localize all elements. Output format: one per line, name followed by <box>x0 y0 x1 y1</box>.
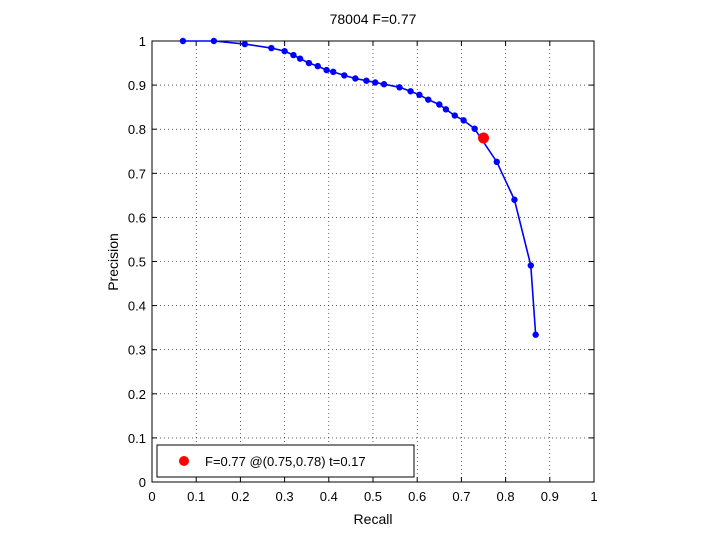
y-tick-label: 0.7 <box>128 166 146 181</box>
data-point <box>341 72 348 79</box>
y-tick-label: 0.4 <box>128 299 146 314</box>
x-tick-label: 0.5 <box>364 489 382 504</box>
x-tick-label: 0.7 <box>452 489 470 504</box>
y-tick-label: 0.8 <box>128 122 146 137</box>
y-tick-label: 0.1 <box>128 431 146 446</box>
data-point <box>532 331 539 338</box>
data-point <box>436 101 443 108</box>
chart-title: 78004 F=0.77 <box>330 11 417 27</box>
data-point <box>241 40 249 48</box>
data-point <box>268 44 275 52</box>
data-point <box>493 158 500 166</box>
data-point <box>471 125 478 132</box>
grid-lines <box>152 41 594 482</box>
y-tick-label: 0 <box>139 475 146 490</box>
data-point <box>290 51 297 59</box>
data-point <box>314 62 321 70</box>
data-point <box>416 91 423 99</box>
data-point <box>363 77 370 84</box>
series-layer <box>179 37 539 338</box>
data-point <box>407 88 414 95</box>
legend: F=0.77 @(0.75,0.78) t=0.17 <box>156 444 415 478</box>
x-tick-label: 0.8 <box>497 489 515 504</box>
best-f-point <box>478 132 489 144</box>
x-tick-label: 0.2 <box>231 489 249 504</box>
data-point <box>425 96 432 103</box>
data-point <box>281 47 288 55</box>
y-tick-label: 0.6 <box>128 210 146 225</box>
data-point <box>511 196 518 203</box>
y-tick-label: 0.9 <box>128 78 146 93</box>
data-point <box>451 112 458 119</box>
x-tick-label: 0.9 <box>541 489 559 504</box>
legend-text: F=0.77 @(0.75,0.78) t=0.17 <box>205 454 366 469</box>
x-tick-label: 0.3 <box>276 489 294 504</box>
x-tick-label: 1 <box>590 489 597 504</box>
data-point <box>380 81 388 88</box>
data-point <box>527 262 534 269</box>
y-tick-label: 0.3 <box>128 343 146 358</box>
data-point <box>442 106 450 113</box>
y-axis-label: Precision <box>105 233 121 291</box>
x-tick-label: 0.6 <box>408 489 426 504</box>
plot-frame <box>151 40 595 483</box>
x-axis-label: Recall <box>354 511 393 527</box>
x-tick-label: 0.4 <box>320 489 338 504</box>
data-point <box>305 59 313 67</box>
data-point <box>210 37 218 45</box>
data-point <box>323 66 330 74</box>
data-point <box>330 68 337 76</box>
x-tick-label: 0.1 <box>187 489 205 504</box>
x-tick-label: 0 <box>148 489 155 504</box>
axis-ticks: 0 0.1 0.2 0.3 0.4 0.5 0.6 0.7 0.8 0.9 1 0 0.1 0.2 0.3 0… <box>128 34 598 504</box>
data-point <box>179 37 187 45</box>
data-point <box>396 84 403 91</box>
legend-box <box>156 444 415 478</box>
y-tick-label: 0.2 <box>128 387 146 402</box>
data-point <box>460 117 467 124</box>
y-tick-label: 1 <box>139 34 146 49</box>
legend-marker <box>179 456 189 466</box>
data-point <box>296 55 304 62</box>
y-tick-label: 0.5 <box>128 255 146 270</box>
data-point <box>372 79 379 86</box>
data-point <box>352 75 359 82</box>
